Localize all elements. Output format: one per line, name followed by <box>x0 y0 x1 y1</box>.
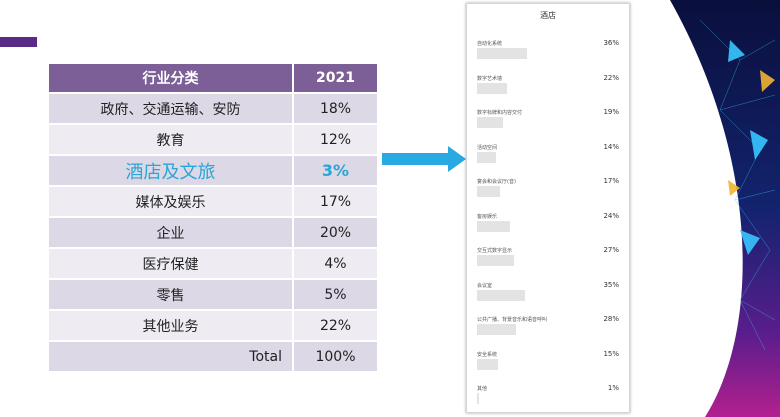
row-value: 18% <box>292 92 379 125</box>
hotel-bar-value: 1% <box>607 384 619 392</box>
header-year: 2021 <box>292 62 379 94</box>
row-value: 12% <box>292 123 379 156</box>
hotel-breakdown-panel: 酒店 自动化系统 36% 数字艺术墙 22% 数字标牌和内容交付 19% 活动空间 14% 宴会… <box>466 3 630 413</box>
right-arrow-icon <box>382 146 466 172</box>
row-category: 其他业务 <box>47 309 294 342</box>
hotel-bar <box>477 220 510 232</box>
table-row: 企业 20% <box>47 216 379 249</box>
hotel-bar-value: 17% <box>603 177 619 185</box>
hotel-bar-value: 27% <box>603 246 619 254</box>
hotel-bar-label: 数字标牌和内容交付 <box>477 110 523 116</box>
row-value: 5% <box>292 278 379 311</box>
hotel-bar <box>477 393 479 404</box>
hotel-bar-value: 24% <box>603 211 619 220</box>
hotel-bar <box>477 48 527 59</box>
row-value: 4% <box>292 247 379 280</box>
total-label: Total <box>47 340 294 373</box>
hotel-bar-row: 安全系统 15% <box>477 349 619 381</box>
hotel-bar <box>477 151 497 163</box>
hotel-bar-row: 宴会和会议厅(音) 17% <box>477 177 619 208</box>
row-category: 医疗保健 <box>47 247 294 280</box>
hotel-bar-label: 客房娱乐 <box>477 213 498 220</box>
table-row: 零售 5% <box>47 278 379 311</box>
hotel-bar <box>477 82 508 94</box>
hotel-bar <box>477 255 515 266</box>
hotel-bar-value: 36% <box>603 39 619 47</box>
hotel-bar-row: 其他 1% <box>477 384 619 415</box>
hotel-bar-value: 19% <box>603 108 619 116</box>
hotel-bar-row: 交互式数字显示 27% <box>477 246 619 277</box>
hotel-bar-row: 数字艺术墙 22% <box>477 73 619 105</box>
row-value: 17% <box>292 185 379 218</box>
table-row: 医疗保健 4% <box>47 247 379 280</box>
hotel-bar-row: 活动空间 14% <box>477 142 619 174</box>
hotel-bar <box>477 289 526 301</box>
hotel-bar-row: 自动化系统 36% <box>477 39 619 70</box>
hotel-bar-label: 自动化系统 <box>477 41 503 47</box>
row-category: 酒店及文旅 <box>47 154 294 187</box>
hotel-bar-label: 数字艺术墙 <box>477 75 503 82</box>
table-row: 媒体及娱乐 17% <box>47 185 379 218</box>
row-category: 企业 <box>47 216 294 249</box>
table-header-row: 行业分类 2021 <box>47 62 379 94</box>
hotel-bar-row: 会议室 35% <box>477 280 619 312</box>
row-value: 20% <box>292 216 379 249</box>
panel-title: 酒店 <box>540 11 556 20</box>
hotel-bar-value: 15% <box>603 349 619 358</box>
row-category: 政府、交通运输、安防 <box>47 92 294 125</box>
accent-bar <box>0 37 37 47</box>
table-row-highlighted: 酒店及文旅 3% <box>47 154 379 187</box>
row-category: 教育 <box>47 123 294 156</box>
hotel-bar-label: 宴会和会议厅(音) <box>477 179 516 185</box>
hotel-bar <box>477 186 501 197</box>
row-value: 22% <box>292 309 379 342</box>
hotel-bar-label: 其他 <box>477 386 488 392</box>
hotel-bar-value: 35% <box>603 280 619 289</box>
hotel-bar <box>477 324 516 335</box>
industry-share-table: 行业分类 2021 政府、交通运输、安防 18% 教育 12% 酒店及文旅 3%… <box>47 62 379 373</box>
hotel-bar <box>477 358 498 370</box>
hotel-bar-label: 会议室 <box>477 282 493 289</box>
hotel-bar-row: 公共广播、背景音乐和语音呼叫 28% <box>477 315 619 346</box>
row-category: 零售 <box>47 278 294 311</box>
table-row: 政府、交通运输、安防 18% <box>47 92 379 125</box>
hotel-bar-row: 客房娱乐 24% <box>477 211 619 243</box>
table-row: 教育 12% <box>47 123 379 156</box>
hotel-bar-label: 活动空间 <box>477 144 498 151</box>
hotel-bar-value: 14% <box>603 142 619 151</box>
hotel-bar-label: 公共广播、背景音乐和语音呼叫 <box>477 317 548 323</box>
header-category: 行业分类 <box>47 62 294 94</box>
table-row: 其他业务 22% <box>47 309 379 342</box>
hotel-bar-value: 28% <box>603 315 619 323</box>
hotel-bar-label: 交互式数字显示 <box>477 248 513 254</box>
hotel-bar-row: 数字标牌和内容交付 19% <box>477 108 619 139</box>
row-category: 媒体及娱乐 <box>47 185 294 218</box>
table-total-row: Total 100% <box>47 340 379 373</box>
row-value: 3% <box>292 154 379 187</box>
total-value: 100% <box>292 340 379 373</box>
hotel-bar-label: 安全系统 <box>477 351 498 358</box>
decorative-network-graphic <box>610 0 780 417</box>
hotel-bar-value: 22% <box>603 73 619 82</box>
hotel-bar <box>477 117 504 128</box>
